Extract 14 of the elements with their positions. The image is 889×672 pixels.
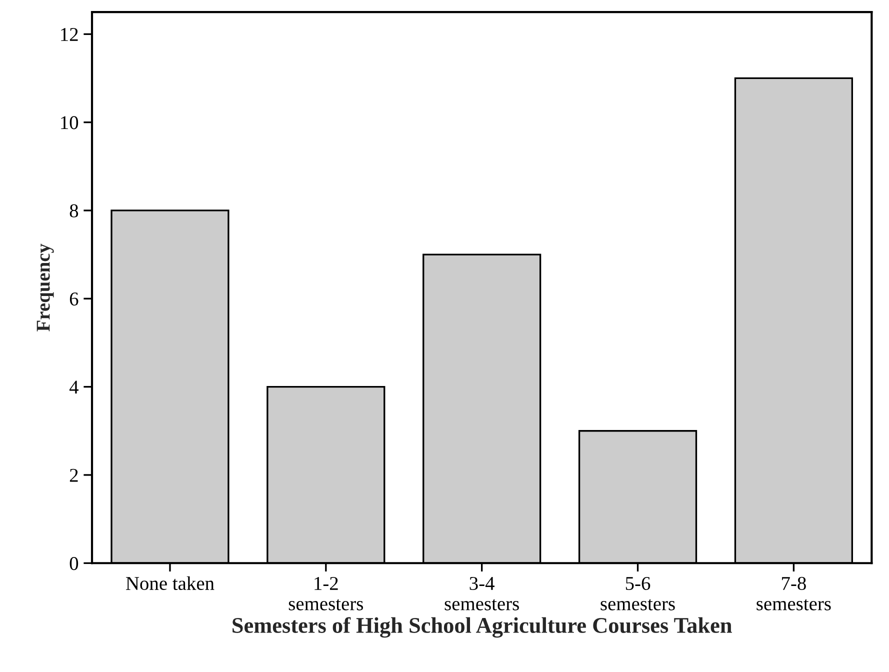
x-tick-label: 1-2 semesters: [288, 576, 363, 610]
y-tick-label: 2: [70, 468, 78, 482]
x-tick-label: 3-4 semesters: [444, 576, 519, 610]
y-tick-label: 12: [61, 28, 78, 41]
x-tick-label: 7-8 semesters: [756, 576, 831, 610]
y-tick-label: 8: [70, 204, 78, 218]
x-tick-label: 5-6 semesters: [600, 576, 675, 610]
y-tick-label: 4: [69, 380, 79, 394]
y-tick-label: 6: [70, 292, 78, 306]
x-axis-title: Semesters of High School Agriculture Courses Taken: [232, 617, 732, 638]
y-axis-title: Frequency: [36, 244, 54, 332]
x-tick-label: None taken: [126, 576, 214, 590]
y-tick-label: 0: [70, 556, 78, 570]
y-tick-label: 10: [61, 116, 78, 130]
